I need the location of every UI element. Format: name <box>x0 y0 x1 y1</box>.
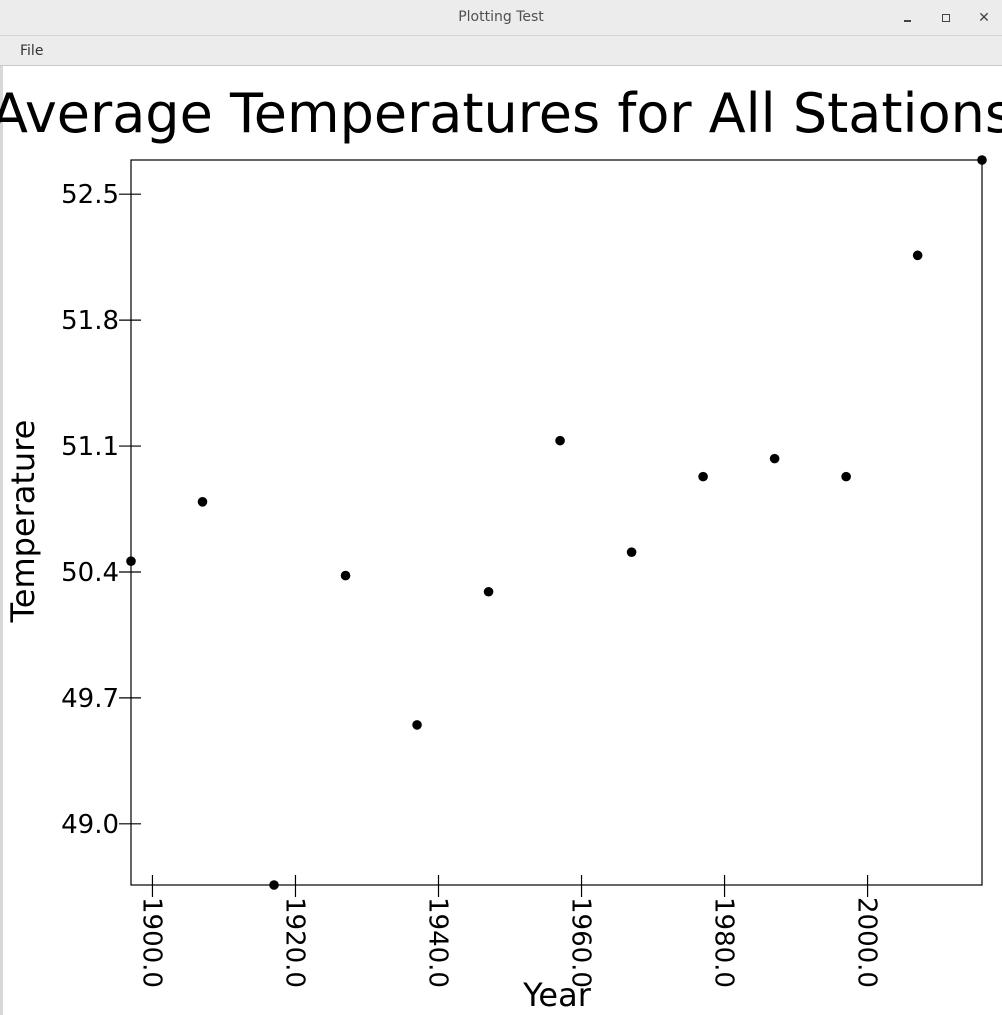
data-point <box>841 471 851 482</box>
data-point <box>698 471 708 482</box>
maximize-button[interactable] <box>936 8 956 28</box>
data-point <box>340 570 351 581</box>
x-tick-label: 2000.0 <box>852 897 882 988</box>
y-tick-label: 51.1 <box>61 432 119 462</box>
x-axis: 1900.0 1920.0 1940.0 1960.0 1980.0 2000.0 <box>136 875 882 988</box>
data-point <box>555 435 565 446</box>
y-tick-label: 50.4 <box>61 558 119 588</box>
data-point <box>769 453 780 464</box>
y-axis-label: Temperature <box>4 420 42 624</box>
x-tick-label: 1940.0 <box>423 897 453 988</box>
data-point <box>412 720 422 730</box>
menu-file[interactable]: File <box>20 43 44 59</box>
data-point <box>126 556 136 566</box>
minimize-button[interactable] <box>898 8 918 28</box>
window-title: Plotting Test <box>458 9 544 25</box>
y-tick-label: 51.8 <box>61 306 119 336</box>
data-points <box>126 155 987 890</box>
data-point <box>483 586 494 597</box>
data-point <box>977 155 987 165</box>
minimize-icon <box>904 20 911 22</box>
x-tick-label: 1960.0 <box>566 897 596 988</box>
data-point <box>269 880 279 890</box>
scatter-chart: Average Temperatures for All Stations 49… <box>0 82 1002 1014</box>
data-point <box>912 250 923 261</box>
data-point <box>197 497 208 507</box>
x-tick-label: 1980.0 <box>709 897 739 988</box>
x-axis-label: Year <box>522 976 592 1014</box>
x-tick-label: 1900.0 <box>136 897 166 988</box>
close-button[interactable]: ✕ <box>974 8 994 28</box>
window-left-edge <box>0 66 3 1015</box>
y-tick-label: 52.5 <box>61 180 119 210</box>
x-tick-label: 1920.0 <box>279 897 309 988</box>
plot-area <box>130 159 983 886</box>
window-titlebar[interactable]: Plotting Test ✕ <box>0 0 1002 36</box>
close-icon: ✕ <box>978 10 990 26</box>
chart-title: Average Temperatures for All Stations <box>0 82 1002 145</box>
maximize-icon <box>942 14 950 22</box>
y-tick-label: 49.0 <box>61 810 119 840</box>
y-axis: 49.0 49.7 50.4 51.1 51.8 52.5 <box>61 180 141 840</box>
y-tick-label: 49.7 <box>61 684 119 714</box>
data-point <box>626 547 637 557</box>
menubar: File <box>0 36 1002 66</box>
